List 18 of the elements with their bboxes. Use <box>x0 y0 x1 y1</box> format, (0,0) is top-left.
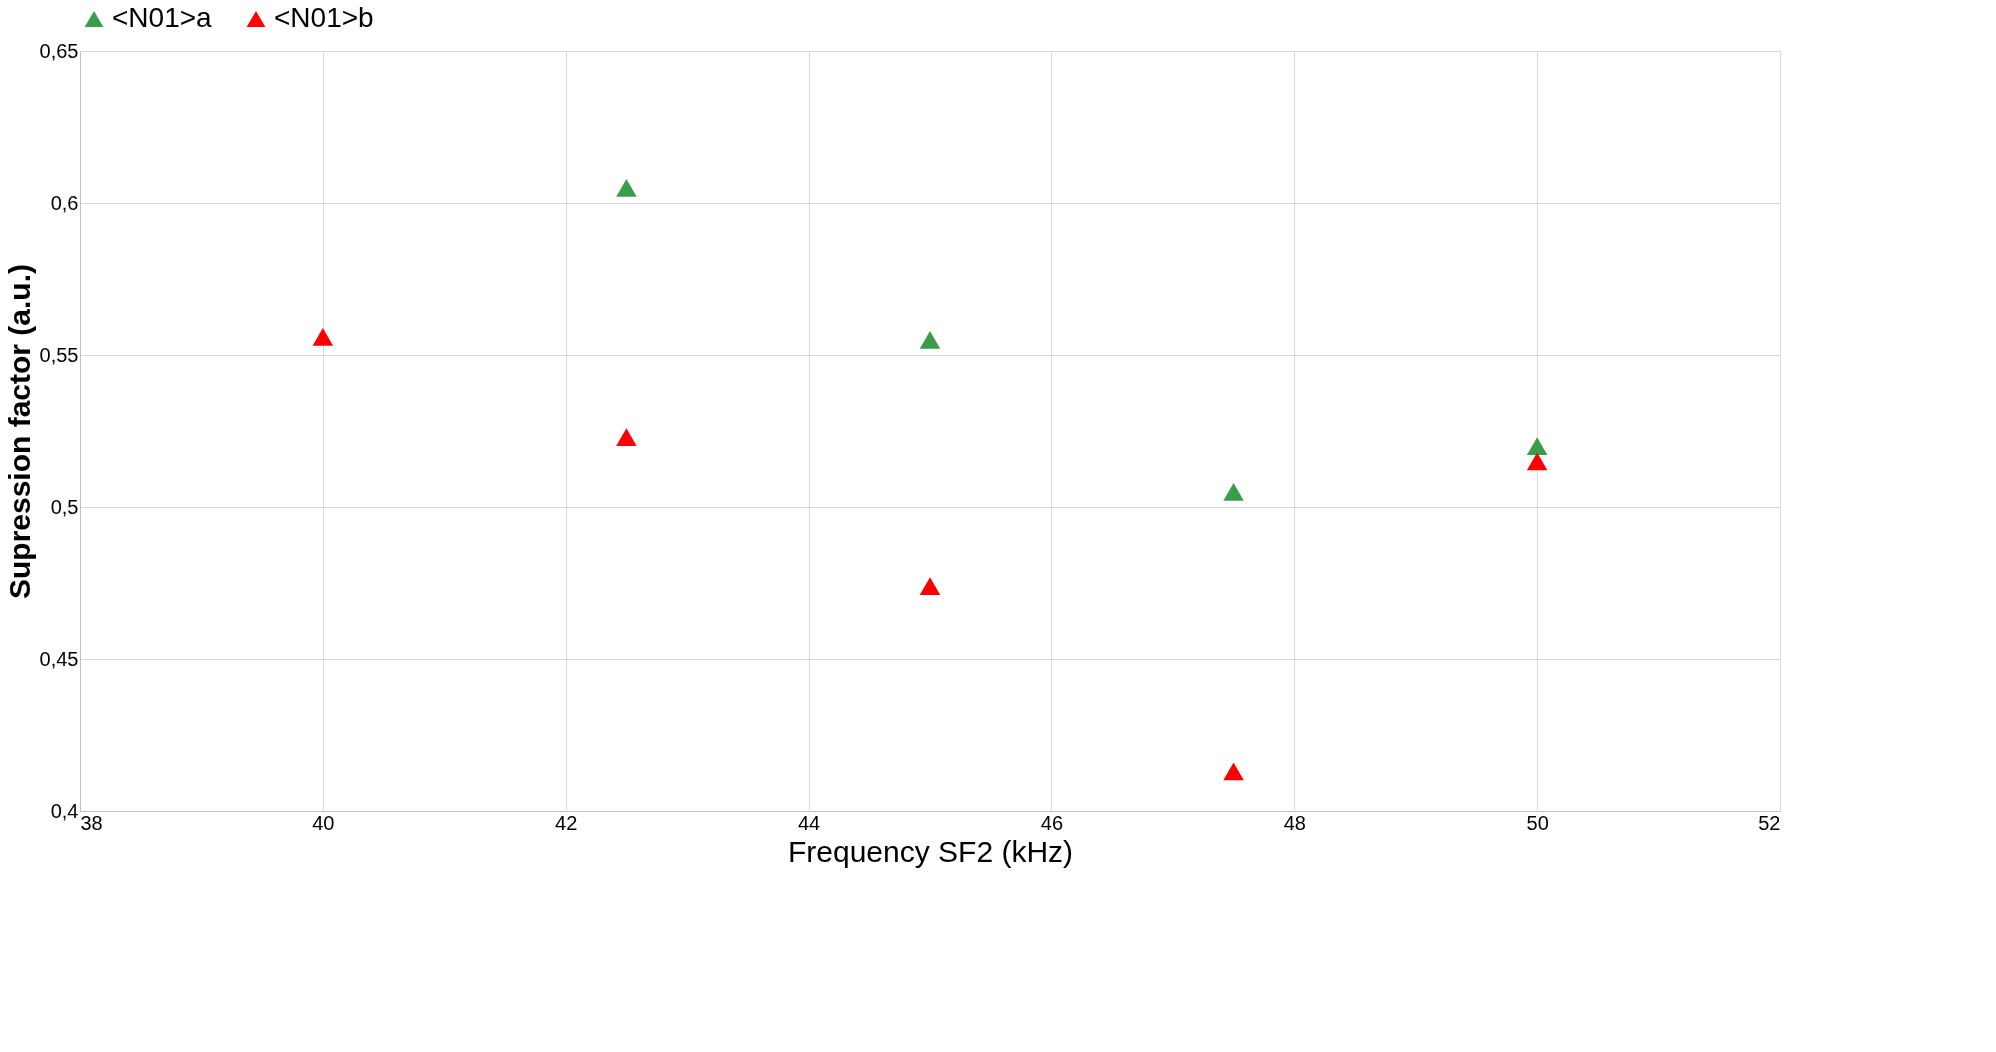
x-tick-label: 44 <box>797 811 821 834</box>
x-tick-label: 38 <box>80 811 103 834</box>
x-tick-label: 40 <box>312 811 335 834</box>
legend-label: <N01>a <box>112 2 213 33</box>
y-tick-label: 0,6 <box>50 191 79 214</box>
x-tick-label: 48 <box>1283 811 1306 834</box>
legend-label: <N01>b <box>274 2 374 33</box>
y-tick-label: 0,5 <box>50 495 79 518</box>
x-tick-label: 52 <box>1758 811 1781 834</box>
y-tick-label: 0,65 <box>39 39 79 62</box>
x-tick-label: 42 <box>555 811 578 834</box>
y-axis-title: Supression factor (a.u.) <box>2 263 36 600</box>
y-tick-label: 0,55 <box>39 343 79 366</box>
x-tick-label: 50 <box>1526 811 1549 834</box>
y-tick-label: 0,45 <box>39 647 79 670</box>
x-tick-label: 46 <box>1040 811 1064 834</box>
x-axis-title: Frequency SF2 (kHz) <box>787 834 1074 868</box>
y-tick-label: 0,4 <box>50 799 79 822</box>
